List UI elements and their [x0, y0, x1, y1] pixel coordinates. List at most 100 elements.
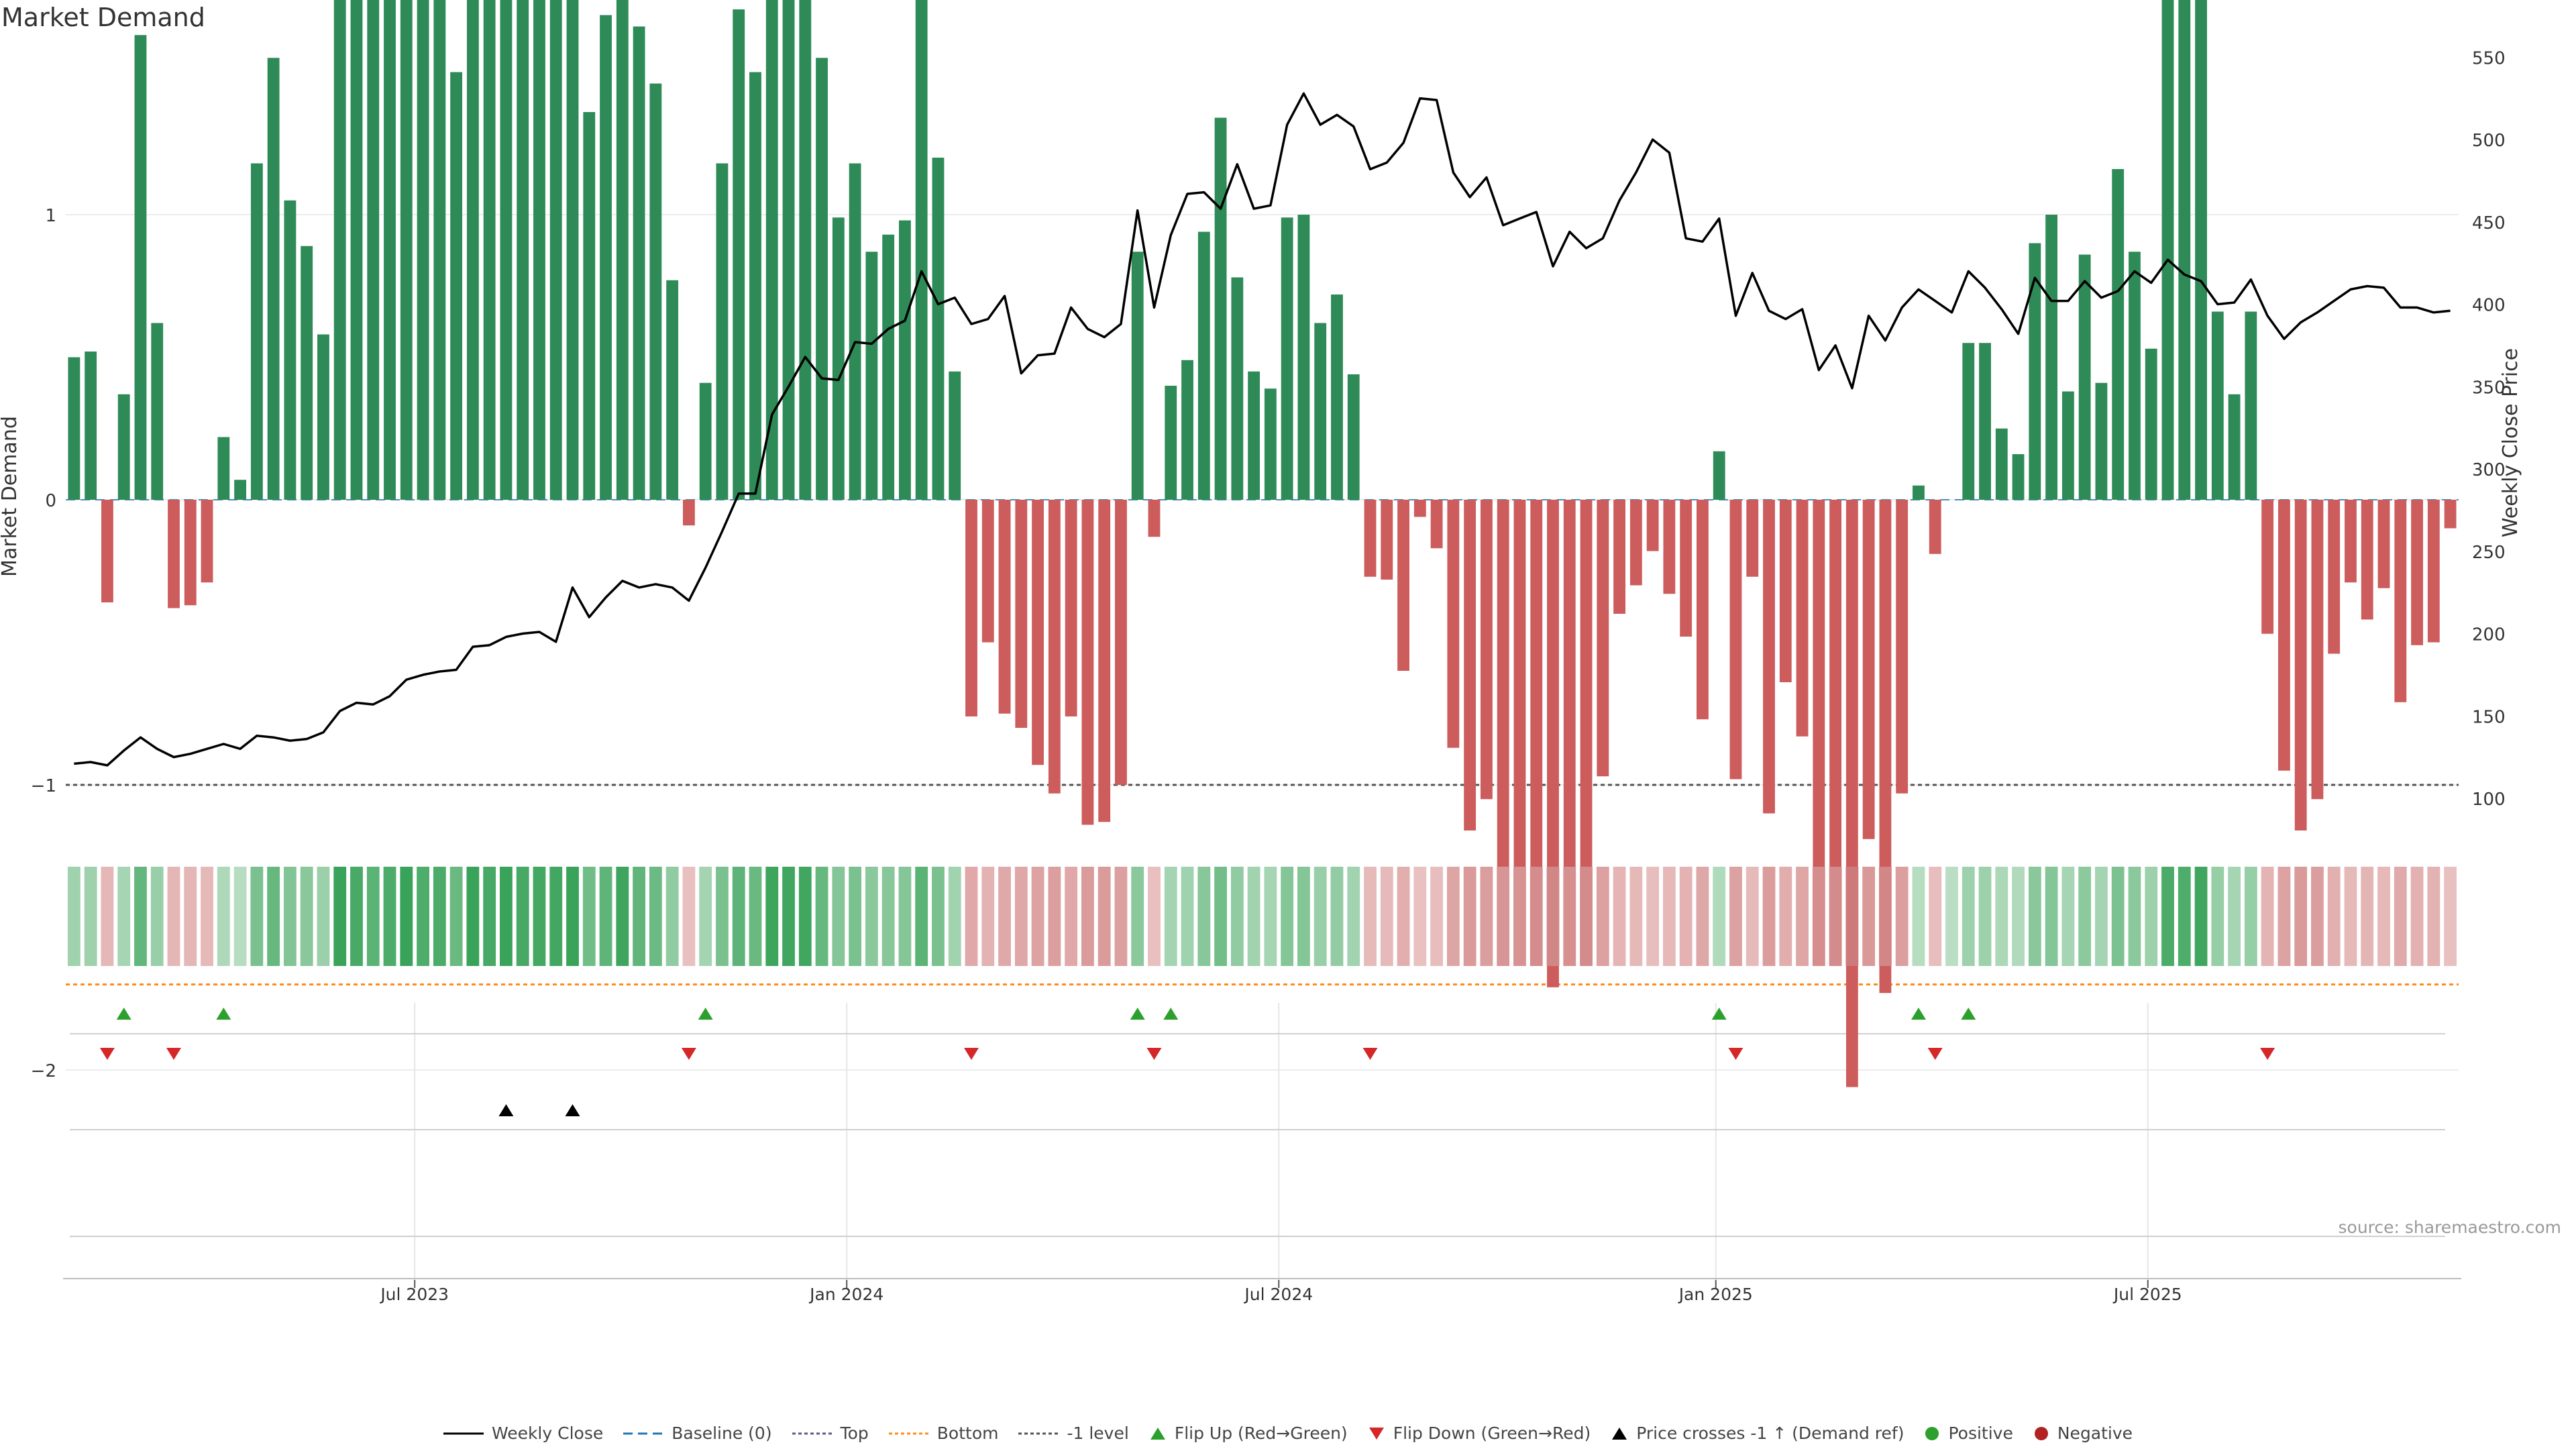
strip-cell [749, 867, 762, 966]
demand-bar [1763, 500, 1775, 814]
strip-cell [2161, 867, 2174, 966]
strip-cell [699, 867, 712, 966]
strip-cell [267, 867, 280, 966]
flip-up-marker [1130, 1008, 1145, 1020]
demand-bar [1913, 485, 1925, 500]
demand-bar [417, 0, 429, 500]
demand-bar [2411, 500, 2423, 645]
strip-cell [948, 867, 961, 966]
y2-tick-label: 200 [2472, 625, 2506, 645]
strip-cell [1945, 867, 1958, 966]
strip-cell [2361, 867, 2374, 966]
strip-cell [300, 867, 313, 966]
strip-cell [2128, 867, 2141, 966]
strip-cell [1796, 867, 1809, 966]
strip-cell [1031, 867, 1044, 966]
demand-bar [433, 0, 446, 500]
demand-bar [1813, 500, 1825, 936]
demand-bar [1098, 500, 1111, 822]
legend-item: Price crosses -1 ↑ (Demand ref) [1611, 1424, 1904, 1443]
demand-bar [1713, 451, 1725, 500]
demand-bar [1264, 388, 1277, 500]
demand-bar [134, 35, 147, 500]
demand-bar [68, 357, 80, 500]
demand-bar [2328, 500, 2341, 654]
demand-bar [333, 0, 346, 500]
demand-bar [1729, 500, 1742, 780]
demand-bar [1447, 500, 1460, 748]
strip-cell [1264, 867, 1277, 966]
strip-cell [2377, 867, 2390, 966]
strip-cell [84, 867, 97, 966]
strip-cell [782, 867, 795, 966]
demand-bar [1746, 500, 1759, 577]
strip-cell [1081, 867, 1094, 966]
strip-cell [998, 867, 1011, 966]
demand-bar [2161, 0, 2174, 500]
legend-label: Price crosses -1 ↑ (Demand ref) [1636, 1424, 1904, 1443]
demand-bar [2061, 391, 2074, 500]
demand-bar [400, 0, 413, 500]
strip-cell [433, 867, 446, 966]
demand-bar [1497, 500, 1509, 873]
demand-bar [2245, 311, 2257, 500]
flip-down-marker [964, 1048, 979, 1060]
demand-bar [2361, 500, 2373, 620]
demand-bar [117, 394, 130, 500]
strip-cell [1829, 867, 1842, 966]
demand-bar [1563, 500, 1576, 914]
demand-bar [450, 72, 463, 500]
strip-cell [2394, 867, 2407, 966]
strip-cell [898, 867, 912, 966]
legend-swatch [1612, 1427, 1627, 1440]
strip-cell [1347, 867, 1360, 966]
demand-bar [2211, 311, 2224, 500]
weekly-close-line [74, 92, 2451, 767]
x-tick-label: Jan 2024 [808, 1285, 883, 1304]
demand-bar [2045, 215, 2058, 500]
strip-cell [333, 867, 347, 966]
strip-cell [2344, 867, 2357, 966]
strip-cell [832, 867, 845, 966]
demand-bar [832, 217, 845, 500]
legend-swatch [443, 1432, 484, 1434]
demand-bar [949, 371, 961, 500]
legend-item: Top [792, 1424, 869, 1443]
strip-cell [167, 867, 180, 966]
strip-cell [2211, 867, 2224, 966]
demand-bar [1613, 500, 1625, 614]
strip-cell [101, 867, 114, 966]
demand-bar [1862, 500, 1875, 839]
flip-down-marker [1362, 1048, 1378, 1060]
strip-cell [881, 867, 895, 966]
strip-cell [217, 867, 230, 966]
demand-bar [1331, 294, 1343, 500]
legend-swatch [623, 1432, 664, 1434]
demand-bar [517, 0, 529, 500]
demand-bar [301, 246, 313, 500]
legend-item: Bottom [888, 1424, 998, 1443]
y2-tick-label: 300 [2472, 460, 2506, 480]
demand-bar [533, 0, 545, 500]
strip-cell [1895, 867, 1909, 966]
demand-bar [1015, 500, 1028, 728]
demand-bar [267, 58, 280, 500]
strip-cell [1929, 867, 1942, 966]
strip-cell [1696, 867, 1709, 966]
strip-cell [932, 867, 945, 966]
y2-tick-label: 150 [2472, 707, 2506, 727]
demand-bar [2012, 454, 2025, 500]
demand-bar [2427, 500, 2440, 643]
demand-bar [915, 0, 928, 500]
demand-bar [1697, 500, 1709, 720]
strip-cell [1430, 867, 1444, 966]
demand-bar [1115, 500, 1127, 785]
demand-bar [1430, 500, 1443, 549]
legend-swatch [1018, 1432, 1059, 1434]
strip-cell [1364, 867, 1377, 966]
strip-cell [201, 867, 213, 966]
demand-bar [2228, 394, 2241, 500]
strip-cell [2277, 867, 2291, 966]
demand-bar [932, 158, 945, 500]
demand-bar [600, 15, 612, 500]
